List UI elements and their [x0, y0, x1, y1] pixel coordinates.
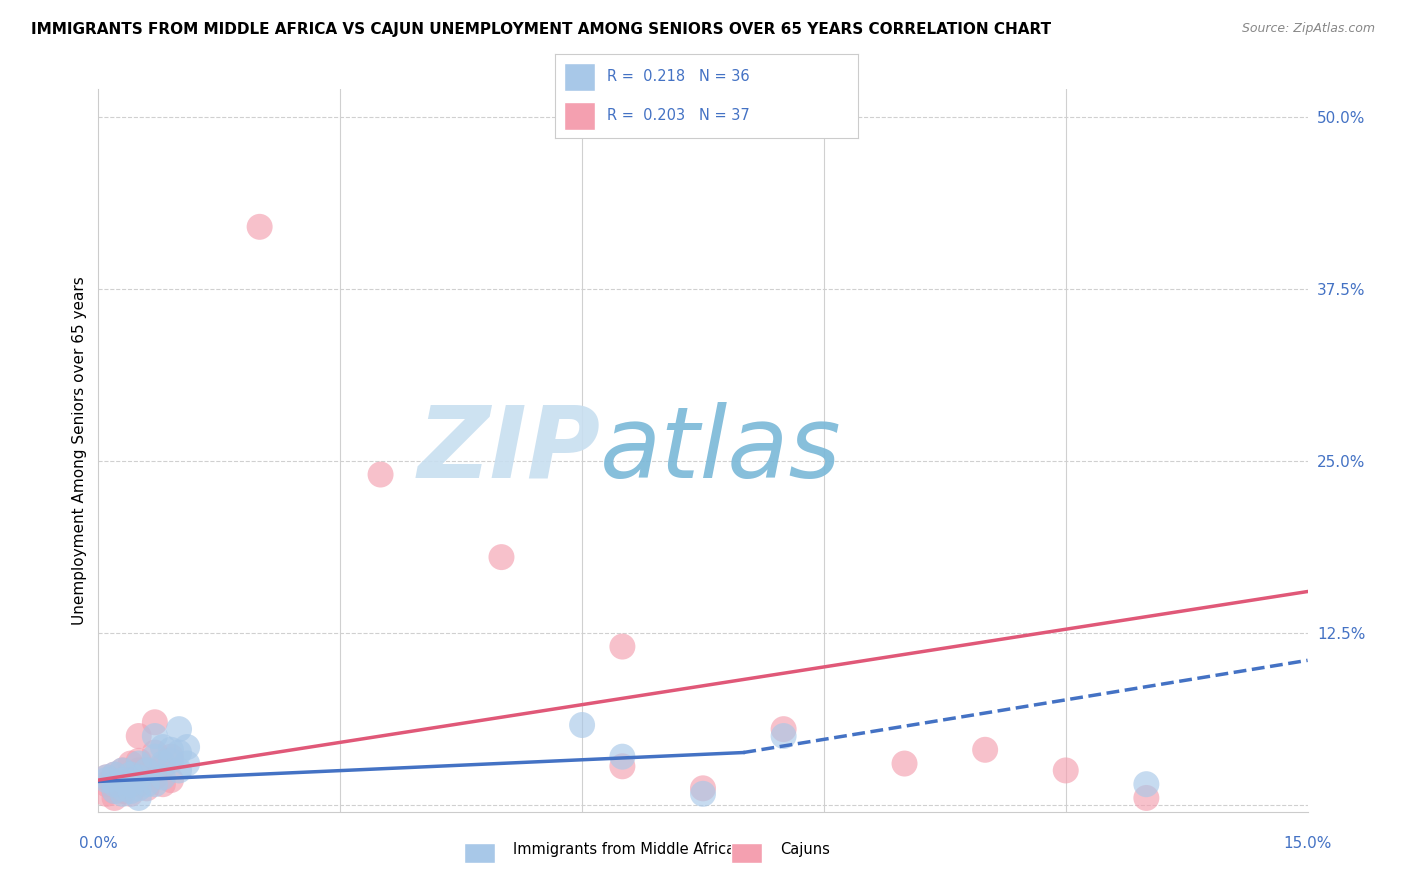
- Point: [176, 739, 198, 754]
- Point: [135, 777, 157, 791]
- Point: [128, 770, 150, 784]
- Point: [135, 781, 157, 796]
- Point: [491, 550, 513, 565]
- Point: [111, 784, 134, 798]
- Point: [128, 791, 150, 805]
- Point: [152, 777, 174, 791]
- Point: [96, 770, 118, 784]
- Point: [120, 784, 142, 798]
- Point: [692, 781, 714, 796]
- Point: [96, 787, 118, 801]
- Y-axis label: Unemployment Among Seniors over 65 years: Unemployment Among Seniors over 65 years: [72, 277, 87, 624]
- Point: [111, 781, 134, 796]
- Point: [143, 749, 166, 764]
- Text: ZIP: ZIP: [418, 402, 600, 499]
- Point: [1135, 777, 1157, 791]
- Point: [1054, 764, 1077, 778]
- Point: [893, 756, 915, 771]
- Text: R =  0.218   N = 36: R = 0.218 N = 36: [607, 70, 749, 85]
- Point: [111, 764, 134, 778]
- Bar: [564, 102, 595, 130]
- Point: [152, 770, 174, 784]
- Point: [160, 773, 183, 788]
- Point: [128, 781, 150, 796]
- Point: [135, 767, 157, 781]
- Point: [128, 729, 150, 743]
- Point: [772, 729, 794, 743]
- Point: [103, 777, 125, 791]
- Point: [96, 773, 118, 788]
- Text: IMMIGRANTS FROM MIDDLE AFRICA VS CAJUN UNEMPLOYMENT AMONG SENIORS OVER 65 YEARS : IMMIGRANTS FROM MIDDLE AFRICA VS CAJUN U…: [31, 22, 1052, 37]
- Point: [152, 756, 174, 771]
- Point: [143, 715, 166, 730]
- Point: [96, 777, 118, 791]
- Text: Immigrants from Middle Africa: Immigrants from Middle Africa: [513, 842, 735, 856]
- Point: [612, 749, 634, 764]
- Point: [160, 754, 183, 768]
- Point: [120, 773, 142, 788]
- Point: [143, 770, 166, 784]
- Point: [128, 756, 150, 771]
- Point: [120, 777, 142, 791]
- Point: [103, 784, 125, 798]
- Point: [143, 746, 166, 760]
- Point: [111, 773, 134, 788]
- Point: [571, 718, 593, 732]
- Point: [143, 729, 166, 743]
- Point: [120, 767, 142, 781]
- Point: [152, 759, 174, 773]
- Point: [612, 640, 634, 654]
- Point: [152, 739, 174, 754]
- Text: atlas: atlas: [600, 402, 842, 499]
- Point: [692, 787, 714, 801]
- Point: [103, 777, 125, 791]
- Point: [1135, 791, 1157, 805]
- Bar: [564, 62, 595, 91]
- Point: [974, 743, 997, 757]
- Point: [96, 770, 118, 784]
- Point: [370, 467, 392, 482]
- Point: [103, 767, 125, 781]
- Point: [128, 777, 150, 791]
- Point: [612, 759, 634, 773]
- Point: [167, 746, 190, 760]
- Point: [103, 784, 125, 798]
- Text: Cajuns: Cajuns: [780, 842, 830, 856]
- Point: [111, 764, 134, 778]
- Point: [167, 722, 190, 736]
- Text: Source: ZipAtlas.com: Source: ZipAtlas.com: [1241, 22, 1375, 36]
- Point: [160, 743, 183, 757]
- Point: [249, 219, 271, 234]
- Point: [176, 756, 198, 771]
- Text: R =  0.203   N = 37: R = 0.203 N = 37: [607, 108, 749, 123]
- Point: [772, 722, 794, 736]
- Point: [167, 764, 190, 778]
- Point: [120, 787, 142, 801]
- Point: [103, 791, 125, 805]
- Point: [120, 756, 142, 771]
- Point: [128, 754, 150, 768]
- Text: 15.0%: 15.0%: [1284, 837, 1331, 852]
- Point: [103, 767, 125, 781]
- Point: [143, 777, 166, 791]
- Point: [160, 749, 183, 764]
- Point: [135, 764, 157, 778]
- Point: [128, 764, 150, 778]
- Text: 0.0%: 0.0%: [79, 837, 118, 852]
- Point: [111, 787, 134, 801]
- Point: [111, 773, 134, 788]
